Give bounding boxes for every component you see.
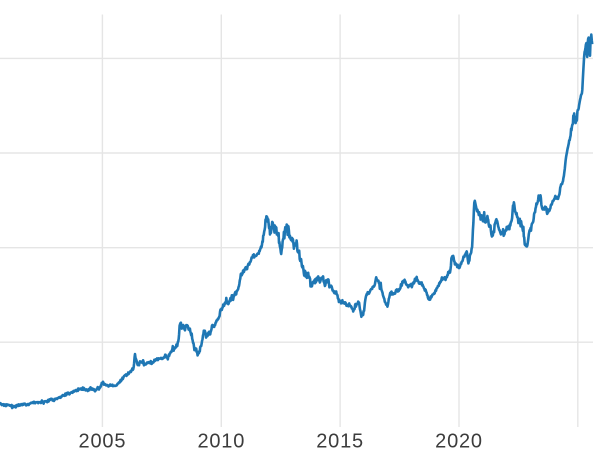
svg-text:2010: 2010 (197, 430, 245, 450)
svg-text:2005: 2005 (79, 430, 127, 450)
svg-text:2015: 2015 (316, 430, 364, 450)
svg-text:2020: 2020 (435, 430, 483, 450)
